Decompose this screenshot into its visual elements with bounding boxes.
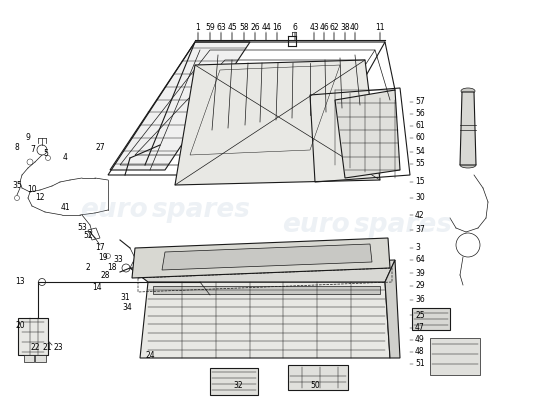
Text: 32: 32 — [233, 380, 243, 390]
Text: 29: 29 — [415, 282, 425, 290]
Text: 15: 15 — [415, 178, 425, 186]
Text: 6: 6 — [293, 24, 298, 32]
Text: 41: 41 — [60, 204, 70, 212]
Text: 18: 18 — [107, 264, 117, 272]
Text: 28: 28 — [100, 270, 110, 280]
Text: euro: euro — [80, 197, 148, 223]
Text: 53: 53 — [77, 224, 87, 232]
Polygon shape — [460, 92, 476, 165]
Polygon shape — [18, 318, 48, 355]
Ellipse shape — [461, 88, 475, 94]
Text: 37: 37 — [415, 226, 425, 234]
Text: spares: spares — [354, 212, 453, 238]
Text: 47: 47 — [415, 324, 425, 332]
Text: 14: 14 — [92, 282, 102, 292]
Text: 7: 7 — [31, 146, 35, 154]
Text: 2: 2 — [86, 264, 90, 272]
Text: 57: 57 — [415, 98, 425, 106]
Text: 17: 17 — [95, 244, 105, 252]
Text: 11: 11 — [375, 24, 385, 32]
Text: 58: 58 — [239, 24, 249, 32]
Text: 19: 19 — [98, 254, 108, 262]
Text: 13: 13 — [15, 278, 25, 286]
Polygon shape — [412, 308, 450, 330]
Text: 45: 45 — [227, 24, 237, 32]
Polygon shape — [153, 286, 380, 294]
Text: 55: 55 — [415, 160, 425, 168]
Text: 64: 64 — [415, 256, 425, 264]
Polygon shape — [288, 365, 348, 390]
Polygon shape — [140, 282, 390, 358]
Text: 34: 34 — [122, 304, 132, 312]
Text: 40: 40 — [350, 24, 360, 32]
Text: 26: 26 — [250, 24, 260, 32]
Polygon shape — [110, 42, 250, 170]
Text: 46: 46 — [319, 24, 329, 32]
Text: 5: 5 — [43, 148, 48, 158]
Text: 22: 22 — [30, 344, 40, 352]
Text: 4: 4 — [63, 154, 68, 162]
Text: 39: 39 — [415, 268, 425, 278]
Text: 61: 61 — [415, 122, 425, 130]
Text: 59: 59 — [205, 24, 215, 32]
Text: 51: 51 — [415, 360, 425, 368]
Text: 16: 16 — [272, 24, 282, 32]
Text: 44: 44 — [261, 24, 271, 32]
Text: 10: 10 — [27, 186, 37, 194]
Text: 27: 27 — [95, 144, 105, 152]
Text: 20: 20 — [15, 320, 25, 330]
Polygon shape — [385, 260, 400, 358]
Text: 49: 49 — [415, 336, 425, 344]
Polygon shape — [35, 355, 46, 362]
Text: 56: 56 — [415, 110, 425, 118]
Text: 36: 36 — [415, 296, 425, 304]
Polygon shape — [132, 238, 390, 278]
Text: 54: 54 — [415, 148, 425, 156]
Text: 23: 23 — [53, 344, 63, 352]
Text: 50: 50 — [310, 380, 320, 390]
Text: 12: 12 — [35, 194, 45, 202]
Text: 8: 8 — [15, 144, 19, 152]
Text: 3: 3 — [415, 244, 420, 252]
Text: 35: 35 — [12, 180, 22, 190]
Polygon shape — [130, 260, 395, 282]
Text: 42: 42 — [415, 210, 425, 220]
Polygon shape — [210, 368, 258, 395]
Ellipse shape — [460, 162, 476, 168]
Text: 1: 1 — [196, 24, 200, 32]
Text: 38: 38 — [340, 24, 350, 32]
Polygon shape — [162, 244, 372, 270]
Text: 43: 43 — [309, 24, 319, 32]
Text: 9: 9 — [25, 134, 30, 142]
Text: 33: 33 — [113, 256, 123, 264]
Text: 62: 62 — [329, 24, 339, 32]
Text: 21: 21 — [42, 344, 52, 352]
Text: 24: 24 — [145, 350, 155, 360]
Text: 31: 31 — [120, 292, 130, 302]
Polygon shape — [24, 355, 34, 362]
Text: euro: euro — [282, 212, 350, 238]
Polygon shape — [430, 338, 480, 375]
Polygon shape — [335, 90, 400, 178]
Text: 60: 60 — [415, 134, 425, 142]
Text: 63: 63 — [216, 24, 226, 32]
Text: 48: 48 — [415, 348, 425, 356]
Polygon shape — [175, 60, 380, 185]
Text: 52: 52 — [83, 232, 93, 240]
Text: 25: 25 — [415, 310, 425, 320]
Text: spares: spares — [152, 197, 251, 223]
Text: 30: 30 — [415, 194, 425, 202]
